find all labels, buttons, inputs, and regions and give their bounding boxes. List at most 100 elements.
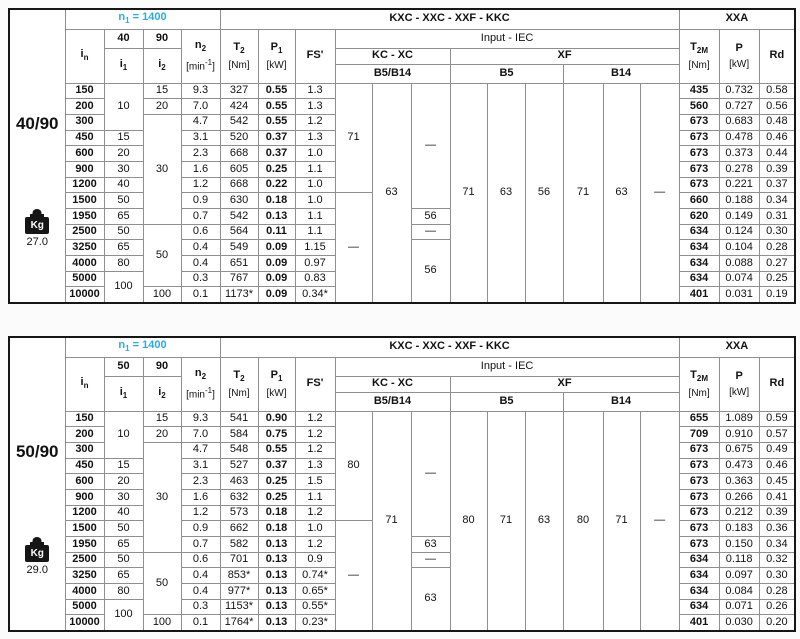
col-header-t2: T2 [Nm] (219, 356, 259, 412)
spec-row: 200 20 7.0 424 0.55 1.3 560 0.727 0.56 (9, 98, 796, 115)
col-header-t2m: T2M [Nm] (678, 356, 720, 412)
iec-kcxc-b5b14-col3-motor-size: — (410, 223, 451, 241)
p-power-value: 0.150 (718, 536, 760, 553)
gearbox-size-cell: 40/90 Kg 27.0 (8, 8, 66, 304)
p-power-value: 0.478 (718, 129, 760, 147)
i1-value: 100 (103, 270, 144, 304)
n2-speed-value: 1.2 (180, 504, 221, 522)
n1-speed-header: n1 = 1400 (64, 8, 221, 30)
n2-speed-value: 1.6 (180, 160, 221, 178)
i2-value: 100 (142, 286, 182, 304)
b5b14-header: B5/B14 (334, 391, 451, 412)
spec-row: 600 20 2.3 668 0.37 1.0 673 0.373 0.44 (9, 145, 796, 162)
spec-row: 3250 65 0.4 853* 0.13 0.74* 63 634 0.097 0.30 (9, 567, 796, 632)
t2-torque-value: 662 (219, 520, 259, 537)
rd-efficiency-value: 0.31 (758, 208, 796, 225)
header-row-groups: in 50 90 n2 [min-1] T2 [Nm] P1 [kW] (9, 356, 796, 412)
n2-speed-value: 0.6 (180, 223, 221, 241)
rd-efficiency-value: 0.26 (758, 598, 796, 616)
p1-power-value: 0.13 (257, 567, 296, 585)
t2-torque-value: 327 (219, 82, 259, 100)
t2m-max-torque-value: 673 (678, 488, 720, 506)
n2-speed-value: 0.1 (180, 286, 221, 304)
n2-speed-value: 7.0 (180, 426, 221, 443)
in-ratio-value: 2500 (64, 551, 105, 569)
xf-header: XF (449, 47, 680, 65)
p-power-value: 0.188 (718, 192, 760, 209)
iec-xf-b14-col3-motor-size: — (639, 410, 680, 632)
xf-header: XF (449, 375, 680, 393)
t2-torque-value: 1764* (219, 614, 259, 632)
p-power-value: 0.118 (718, 551, 760, 569)
p1-power-value: 0.55 (257, 441, 296, 459)
series-title: KXC - XXC - XXF - KKC (219, 8, 680, 30)
t2m-max-torque-value: 634 (678, 583, 720, 600)
i1-value: 80 (103, 583, 144, 600)
col-header-fs: FS' (294, 356, 336, 412)
fs-service-factor-value: 1.0 (294, 192, 336, 209)
fs-service-factor-value: 0.74* (294, 567, 336, 585)
i1-value: 50 (103, 192, 144, 209)
iec-kcxc-b5b14-col1-motor-size: — (334, 192, 373, 304)
iec-kcxc-b5b14-col3-motor-size: 63 (410, 567, 451, 632)
p-power-value: 0.221 (718, 176, 760, 194)
n2-speed-value: 0.9 (180, 520, 221, 537)
series-title: KXC - XXC - XXF - KKC (219, 336, 680, 358)
rd-efficiency-value: 0.44 (758, 145, 796, 162)
i2-value: 100 (142, 614, 182, 632)
in-ratio-value: 1950 (64, 208, 105, 225)
group-header-i1: 40 (103, 28, 144, 49)
rd-efficiency-value: 0.25 (758, 270, 796, 288)
b14-header: B14 (562, 391, 680, 412)
rd-efficiency-value: 0.49 (758, 441, 796, 459)
p-power-value: 0.074 (718, 270, 760, 288)
i2-value: 20 (142, 98, 182, 115)
t2-torque-value: 541 (219, 410, 259, 428)
n2-speed-value: 0.7 (180, 208, 221, 225)
p1-power-value: 0.22 (257, 176, 296, 194)
p-power-value: 0.373 (718, 145, 760, 162)
p1-power-value: 0.13 (257, 614, 296, 632)
i1-value: 65 (103, 567, 144, 585)
in-ratio-value: 900 (64, 160, 105, 178)
iec-kcxc-b5b14-col3-motor-size: — (410, 82, 451, 209)
weight-block: Kg 29.0 (10, 537, 64, 577)
i1-value: 65 (103, 239, 144, 257)
fs-service-factor-value: 1.2 (294, 441, 336, 459)
n2-speed-value: 7.0 (180, 98, 221, 115)
col-header-t2: T2 [Nm] (219, 28, 259, 84)
gearbox-size-cell: 50/90 Kg 29.0 (8, 336, 66, 632)
rd-efficiency-value: 0.59 (758, 410, 796, 428)
in-ratio-value: 1950 (64, 536, 105, 553)
p1-power-value: 0.09 (257, 239, 296, 257)
rd-efficiency-value: 0.30 (758, 223, 796, 241)
iec-kcxc-b5b14-col1-motor-size: 80 (334, 410, 373, 522)
fs-service-factor-value: 1.2 (294, 426, 336, 443)
p-power-value: 0.212 (718, 504, 760, 522)
p1-power-value: 0.55 (257, 82, 296, 100)
iec-xf-b5-col3-motor-size: 63 (524, 410, 564, 632)
t2-torque-value: 520 (219, 129, 259, 147)
col-header-i1: i1 (103, 375, 144, 412)
spec-row: 900 30 1.6 632 0.25 1.1 673 0.266 0.41 (9, 488, 796, 506)
ratings-table: 50/90 Kg 29.0 n1 = 1400 KXC - XXC - XXF … (8, 336, 797, 632)
spec-row: 4000 80 0.4 651 0.09 0.97 634 0.088 0.27 (9, 255, 796, 272)
rd-efficiency-value: 0.28 (758, 239, 796, 257)
col-header-in: in (64, 356, 105, 412)
t2m-max-torque-value: 673 (678, 520, 720, 537)
header-row-flange: B5/B14 B5 B14 (9, 63, 795, 84)
t2m-max-torque-value: 401 (678, 286, 720, 304)
fs-service-factor-value: 1.1 (294, 160, 336, 178)
spec-row: 450 15 3.1 527 0.37 1.3 673 0.473 0.46 (9, 457, 796, 475)
t2m-max-torque-value: 634 (678, 239, 720, 257)
n2-speed-value: 4.7 (180, 113, 221, 131)
iec-kcxc-b5b14-col1-motor-size: — (334, 520, 373, 632)
i1-value: 100 (103, 598, 144, 632)
spec-row: 600 20 2.3 463 0.25 1.5 673 0.363 0.45 (9, 473, 796, 490)
iec-kcxc-b5b14-col3-motor-size: 56 (410, 208, 451, 225)
spec-row: 2500 50 50 0.6 701 0.13 0.9—634 0.118 0.32 (9, 551, 796, 616)
p1-power-value: 0.25 (257, 488, 296, 506)
p1-power-value: 0.55 (257, 113, 296, 131)
p1-power-value: 0.37 (257, 145, 296, 162)
i1-value: 30 (103, 488, 144, 506)
